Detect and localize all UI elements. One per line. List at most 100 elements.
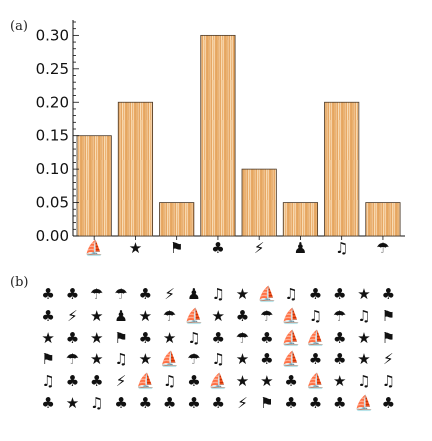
y-tick-label: 0.05 [36,194,69,212]
lightning-icon: ⚡ [254,239,265,257]
symbol-cell: ♣ [260,328,274,347]
symbol-cell: ♣ [41,285,55,304]
symbol-cell: ♫ [211,350,225,369]
flag-icon: ⚑ [170,239,183,257]
symbol-cell: ♣ [138,285,153,304]
symbol-cell: ⛵ [257,285,277,304]
symbol-cell: ★ [162,328,177,347]
symbol-cell: ♫ [41,372,55,391]
symbol-row: ♣ ★ ♫ ♣ ♣ ♣ ♣ ♣ ⚡ ⚑ ♣ ♣ ♣ ⛵ ♣ [36,392,416,414]
symbol-cell: ♫ [357,372,371,391]
boat-icon: ⛵ [85,239,104,257]
bar [365,202,401,237]
symbol-cell: ★ [138,350,153,369]
symbol-cell: ♫ [211,285,225,304]
symbol-cell: ♣ [65,328,80,347]
symbol-cell: ♣ [308,393,323,412]
symbol-cell: ⚑ [260,393,274,412]
symbol-cell: ⛵ [306,328,325,347]
y-tick-label: 0.15 [36,127,69,145]
symbol-cell: ⛵ [135,372,155,391]
symbol-cell: ⛵ [184,307,204,326]
symbol-cell: ♣ [308,350,323,369]
symbol-cell: ☂ [187,350,201,369]
symbol-cell: ♣ [332,285,347,304]
symbol-cell: ♣ [211,328,225,347]
symbol-cell: ♣ [332,350,347,369]
symbol-cell: ⚡ [67,307,78,326]
symbol-cell: ☂ [90,285,104,304]
symbol-cell: ⚑ [114,328,128,347]
symbol-cell: ⚑ [381,328,396,347]
symbol-cell: ⛵ [281,307,301,326]
symbol-cell: ♣ [308,285,323,304]
bar [76,135,112,237]
symbol-cell: ♣ [235,307,250,326]
symbol-cell: ♫ [381,372,396,391]
x-axis-icons: ⛵ ★ ⚑ ♣ ⚡ ♟ ♫ ☂ [85,236,390,257]
symbol-cell: ⚡ [115,372,127,391]
symbol-cell: ♫ [90,393,104,412]
symbol-cell: ★ [90,307,104,326]
symbol-cell: ★ [357,285,371,304]
symbol-cell: ☂ [235,328,250,347]
bar [282,202,319,237]
symbol-cell: ☂ [162,307,177,326]
y-axis-ticks: 0.00 0.05 0.10 0.15 0.20 0.25 0.30 [36,21,79,245]
club-icon: ♣ [211,239,224,257]
symbol-grid: ♣ ♣ ☂ ☂ ♣ ⚡ ♟ ♫ ★ ⛵ ♫ ♣ ♣ ★ ♣ ♣ ⚡ ★ ♟ ★ ☂ ⛵ ★ ♣ ☂ ⛵ ♫ ☂ ♫ ⚑ ★ ♣ ★ ⚑ ♣ ★ ♫ ♣ ☂ ♣… [36,284,416,414]
symbol-cell: ♣ [332,328,347,347]
symbol-cell: ♫ [162,372,177,391]
symbol-cell: ♫ [114,350,128,369]
symbol-cell: ♣ [138,328,153,347]
symbol-cell: ⛵ [306,372,325,391]
symbol-cell: ⚡ [164,285,175,304]
bars-group [76,34,401,237]
symbol-cell: ♣ [381,393,396,412]
symbol-cell: ⛵ [354,393,374,412]
symbol-cell: ♣ [260,350,274,369]
symbol-cell: ★ [235,285,250,304]
y-tick-label: 0.20 [36,93,69,111]
symbol-cell: ⚑ [381,307,396,326]
y-tick-label: 0.10 [36,160,69,178]
panel-b-label: (b) [10,275,29,290]
y-tick-label: 0.30 [36,26,69,44]
symbol-cell: ☂ [260,307,274,326]
symbol-cell: ★ [211,307,225,326]
symbol-cell: ⚡ [383,350,394,369]
symbol-cell: ☂ [332,307,347,326]
symbol-cell: ♣ [332,393,347,412]
symbol-cell: ★ [138,307,153,326]
symbol-row: ♣ ♣ ☂ ☂ ♣ ⚡ ♟ ♫ ★ ⛵ ♫ ♣ ♣ ★ ♣ [36,284,416,306]
symbol-cell: ★ [260,372,274,391]
symbol-cell: ♣ [41,307,55,326]
symbol-cell: ⛵ [281,350,301,369]
symbol-cell: ⚑ [41,350,55,369]
symbol-cell: ♫ [308,307,323,326]
symbol-cell: ♫ [357,307,371,326]
music-note-icon: ♫ [335,239,348,257]
symbol-row: ⚑ ☂ ★ ♫ ★ ⛵ ☂ ♫ ★ ♣ ⛵ ♣ ♣ ★ ⚡ [36,349,416,371]
symbol-cell: ★ [90,328,104,347]
symbol-row: ♫ ♣ ♣ ⚡ ⛵ ♫ ♣ ⛵ ★ ★ ♣ ⛵ ★ ♫ ♫ [36,371,416,393]
umbrella-icon: ☂ [376,239,389,257]
bar [117,101,154,237]
symbol-cell: ★ [41,328,55,347]
symbol-cell: ♣ [41,393,55,412]
symbol-cell: ⚡ [237,393,248,412]
symbol-cell: ⛵ [160,350,179,369]
symbol-cell: ♣ [65,372,80,391]
y-tick-label: 0.00 [36,227,69,245]
symbol-cell: ♟ [114,307,128,326]
symbol-cell: ♣ [90,372,104,391]
symbol-cell: ♣ [284,393,298,412]
symbol-cell: ⛵ [208,372,228,391]
symbol-cell: ♣ [65,285,80,304]
symbol-cell: ♣ [162,393,177,412]
symbol-row: ★ ♣ ★ ⚑ ♣ ★ ♫ ♣ ☂ ♣ ⛵ ⛵ ♣ ★ ⚑ [36,327,416,349]
symbol-cell: ♫ [187,328,201,347]
symbol-cell: ★ [235,372,250,391]
symbol-cell: ♟ [187,285,201,304]
bar [200,34,236,237]
